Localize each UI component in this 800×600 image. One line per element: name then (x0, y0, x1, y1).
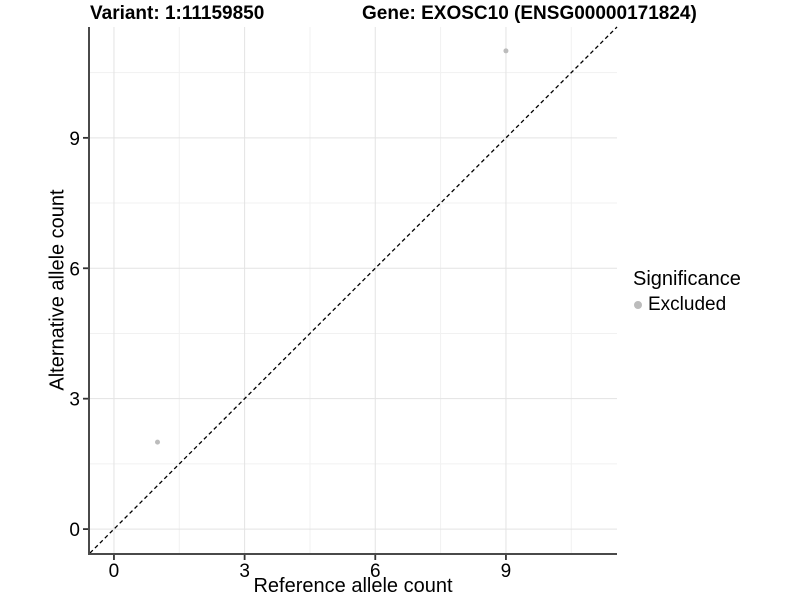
x-tick-label: 6 (370, 561, 381, 582)
y-tick-label: 6 (69, 259, 80, 280)
legend-item-label: Excluded (648, 294, 727, 315)
data-point (155, 439, 161, 445)
y-tick-label: 0 (69, 520, 80, 541)
y-tick-label: 9 (69, 129, 80, 150)
y-tick-label: 3 (69, 390, 80, 411)
x-tick-label: 0 (109, 561, 120, 582)
legend: Significance Excluded (633, 268, 741, 316)
y-axis-title: Alternative allele count (46, 189, 69, 391)
plot-title-gene: Gene: EXOSC10 (ENSG00000171824) (362, 3, 697, 24)
legend-point-icon (634, 301, 642, 309)
plot-title-variant: Variant: 1:11159850 (90, 3, 265, 24)
x-tick-label: 3 (239, 561, 250, 582)
x-tick-label: 9 (501, 561, 512, 582)
data-point (503, 48, 509, 54)
x-axis-title: Reference allele count (253, 575, 453, 597)
identity-reference-line (89, 26, 618, 554)
legend-title: Significance (633, 268, 741, 290)
legend-item-excluded: Excluded (634, 294, 741, 316)
